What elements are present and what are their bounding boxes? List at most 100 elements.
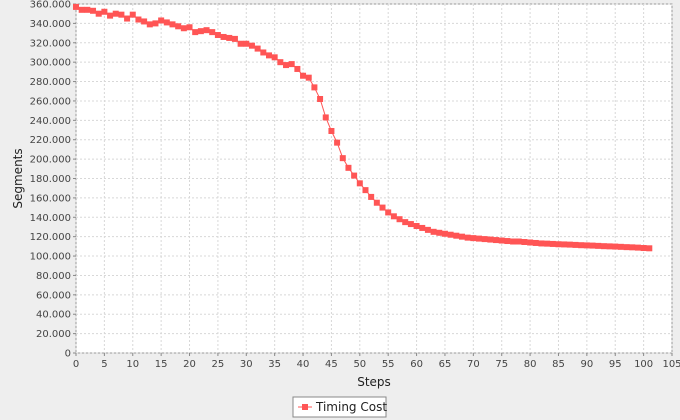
data-point	[345, 164, 352, 171]
data-point	[402, 219, 409, 226]
x-tick-label: 60	[410, 359, 423, 370]
data-point	[305, 74, 312, 81]
y-tick-label: 200.000	[30, 155, 71, 166]
data-point	[112, 10, 119, 17]
data-point	[589, 242, 596, 249]
data-point	[220, 33, 227, 40]
data-point	[555, 241, 562, 248]
y-tick-label: 280.000	[30, 77, 71, 88]
data-point	[544, 240, 551, 247]
data-point	[504, 238, 511, 245]
y-tick-label: 120.000	[30, 232, 71, 243]
y-tick-label: 80.000	[36, 271, 71, 282]
data-point	[158, 17, 165, 24]
y-tick-label: 300.000	[30, 58, 71, 69]
data-point	[271, 54, 278, 61]
x-tick-label: 35	[268, 359, 281, 370]
data-point	[265, 52, 272, 59]
data-point	[294, 65, 301, 72]
data-point	[413, 223, 420, 230]
data-point	[362, 187, 369, 194]
x-tick-label: 25	[212, 359, 225, 370]
y-tick-label: 40.000	[36, 310, 71, 321]
data-point	[487, 236, 494, 243]
x-tick-label: 100	[634, 359, 653, 370]
data-point	[430, 228, 437, 235]
data-point	[118, 11, 125, 18]
y-tick-label: 20.000	[36, 329, 71, 340]
data-point	[197, 28, 204, 35]
data-point	[169, 21, 176, 28]
data-point	[617, 243, 624, 250]
x-tick-label: 90	[580, 359, 593, 370]
data-point	[521, 238, 528, 245]
y-tick-label: 260.000	[30, 96, 71, 107]
x-axis-label: Steps	[357, 375, 391, 389]
data-point	[606, 243, 613, 250]
y-tick-label: 160.000	[30, 193, 71, 204]
data-point	[328, 127, 335, 134]
data-point	[453, 232, 460, 239]
data-point	[288, 61, 295, 68]
data-point	[231, 35, 238, 42]
y-tick-label: 0	[65, 349, 71, 360]
data-point	[124, 15, 131, 22]
x-tick-label: 10	[126, 359, 139, 370]
data-point	[470, 235, 477, 242]
data-point	[317, 96, 324, 103]
data-point	[396, 216, 403, 223]
data-point	[260, 49, 267, 56]
data-point	[464, 234, 471, 241]
legend-label-timing-cost: Timing Cost	[315, 400, 387, 414]
data-point	[95, 10, 102, 17]
data-point	[351, 172, 358, 179]
data-point	[129, 11, 136, 18]
y-tick-label: 60.000	[36, 290, 71, 301]
x-tick-label: 65	[439, 359, 452, 370]
data-point	[476, 235, 483, 242]
y-tick-label: 220.000	[30, 135, 71, 146]
data-point	[226, 34, 233, 41]
data-point	[300, 72, 307, 79]
legend-marker-swatch	[302, 404, 308, 410]
data-point	[578, 242, 585, 249]
x-tick-label: 70	[467, 359, 480, 370]
data-point	[612, 243, 619, 250]
data-point	[356, 180, 363, 187]
legend-box	[292, 396, 387, 418]
data-point	[90, 7, 97, 14]
x-tick-label: 50	[353, 359, 366, 370]
data-point	[334, 139, 341, 146]
data-point	[373, 199, 380, 206]
data-point	[566, 241, 573, 248]
data-point	[214, 32, 221, 39]
data-point	[527, 239, 534, 246]
y-axis-label: Segments	[11, 148, 25, 208]
data-point	[163, 19, 170, 26]
data-point	[629, 244, 636, 251]
data-point	[203, 27, 210, 34]
data-point	[73, 3, 79, 10]
data-point	[498, 237, 505, 244]
data-point	[209, 29, 216, 36]
data-point	[277, 59, 284, 66]
data-point	[390, 213, 397, 220]
data-point	[243, 40, 250, 47]
data-point	[135, 16, 142, 23]
data-point	[532, 239, 539, 246]
y-tick-label: 180.000	[30, 174, 71, 185]
x-tick-label: 40	[297, 359, 310, 370]
data-point	[78, 6, 85, 13]
data-point	[254, 45, 261, 52]
gridlines	[75, 3, 673, 354]
data-point	[424, 226, 431, 233]
data-point	[180, 25, 187, 32]
x-tick-label: 80	[524, 359, 537, 370]
data-point	[419, 224, 426, 231]
data-point	[192, 29, 199, 36]
data-point	[311, 84, 318, 91]
y-tick-label: 360.000	[30, 0, 71, 11]
y-axis: 0 20.000 40.000 60.000 80.000 100.000 120.000 1…	[30, 0, 76, 360]
data-point	[561, 241, 568, 248]
